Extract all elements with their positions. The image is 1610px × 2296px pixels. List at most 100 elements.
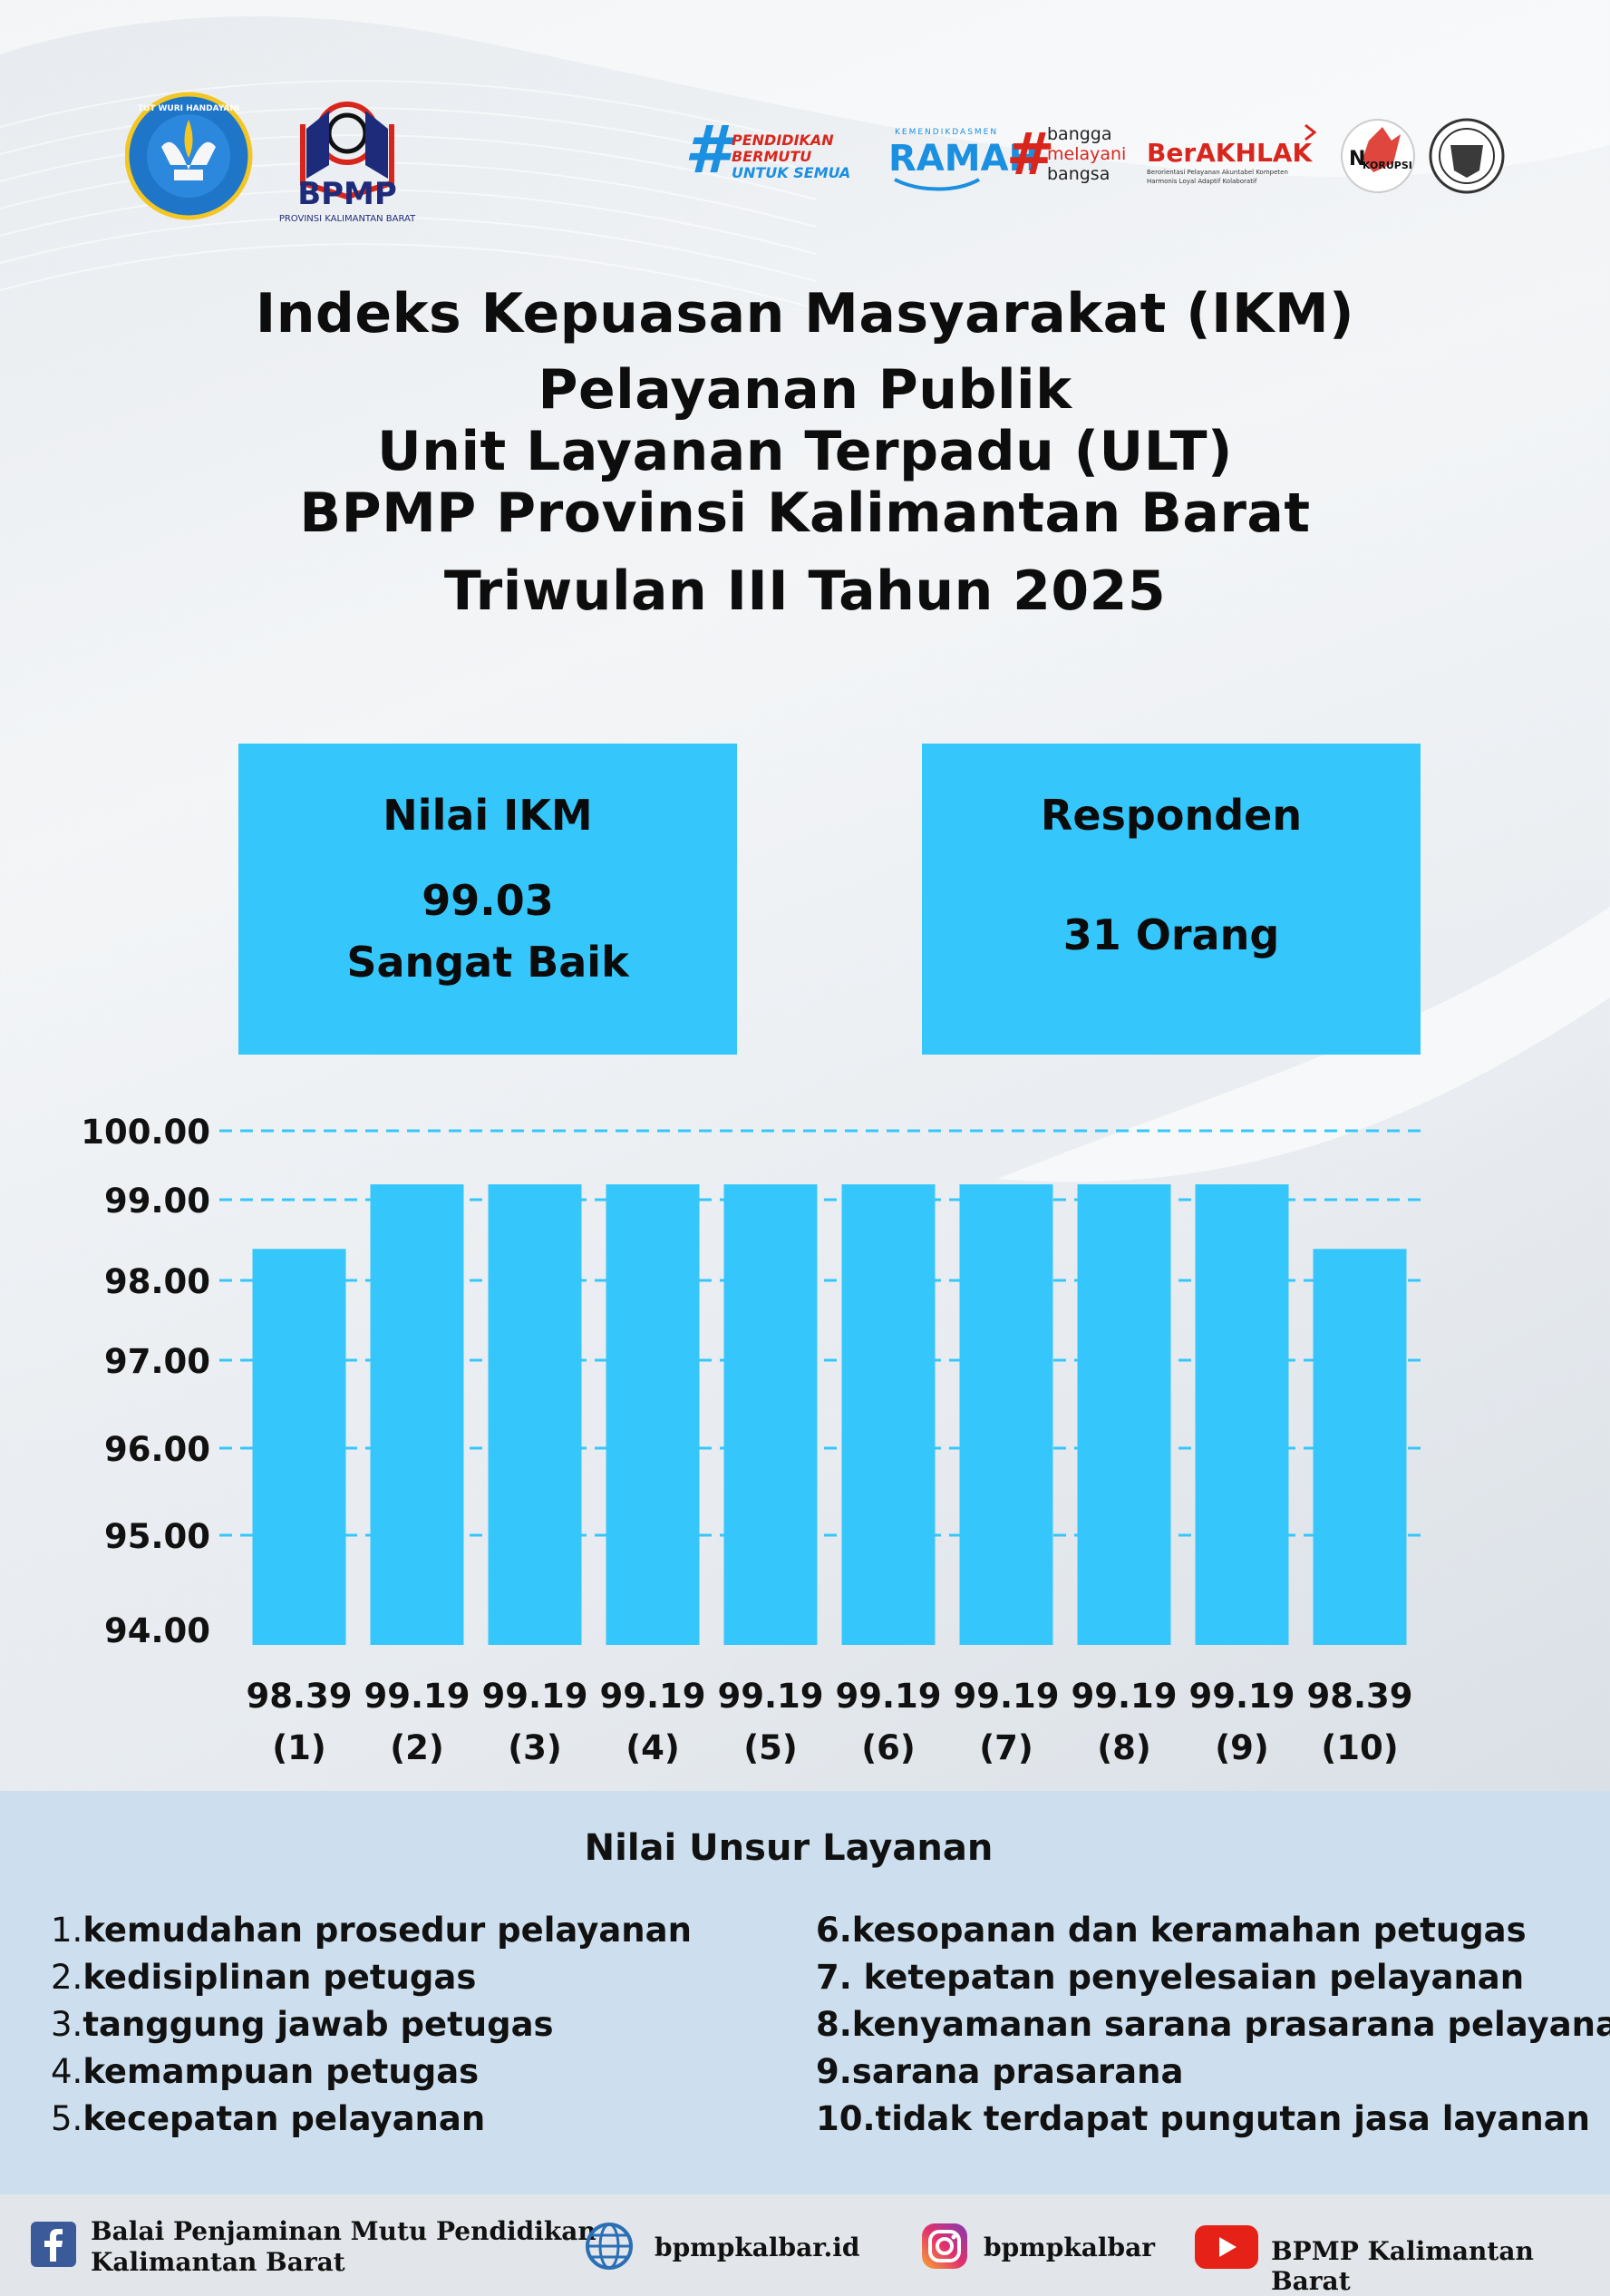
svg-text:PENDIDIKAN: PENDIDIKAN	[732, 131, 834, 149]
x-category-label: (8)	[1097, 1728, 1151, 1767]
pendidikan-bermutu-logo: # PENDIDIKAN BERMUTU UNTUK SEMUA	[684, 112, 850, 188]
facebook-name-line2[interactable]: Kalimantan Barat	[91, 2247, 345, 2277]
legend-item: 6.kesopanan dan keramahan petugas	[816, 1911, 1527, 1950]
svg-text:KORUPSI: KORUPSI	[1363, 160, 1412, 171]
legend-item: 4.kemampuan petugas	[51, 2052, 480, 2091]
y-tick-label: 96.00	[104, 1430, 210, 1469]
svg-text:BerAKHLAK: BerAKHLAK	[1147, 138, 1313, 168]
bar	[252, 1249, 346, 1645]
x-category-label: (1)	[272, 1728, 326, 1767]
berakhlak-logo: BerAKHLAK Berorientasi Pelayanan Akuntab…	[1147, 123, 1317, 185]
instagram-icon[interactable]	[920, 2222, 969, 2271]
bar	[606, 1184, 700, 1645]
bar-value-label: 99.19	[717, 1677, 823, 1716]
y-tick-label: 94.00	[104, 1611, 210, 1650]
x-category-label: (3)	[508, 1728, 562, 1767]
respondent-value: 31 Orang	[1062, 910, 1280, 959]
bar-value-label: 99.19	[1071, 1677, 1177, 1716]
bar-value-label: 99.19	[481, 1677, 587, 1716]
x-category-label: (7)	[979, 1728, 1033, 1767]
bar-value-label: 99.19	[1188, 1677, 1295, 1716]
bangga-melayani-bangsa-logo: # bangga melayani bangsa	[1006, 122, 1126, 189]
title-line-2: Pelayanan Publik	[538, 358, 1072, 422]
bar-value-label: 99.19	[953, 1677, 1059, 1716]
globe-icon[interactable]	[585, 2222, 634, 2271]
respondent-card: Responden 31 Orang	[922, 744, 1421, 1055]
website-link[interactable]: bpmpkalbar.id	[655, 2233, 860, 2262]
x-category-label: (9)	[1215, 1728, 1269, 1767]
emblem-logo	[1429, 118, 1505, 194]
svg-text:KEMENDIKDASMEN: KEMENDIKDASMEN	[895, 128, 998, 137]
x-category-label: (6)	[861, 1728, 916, 1767]
legend-item: 9.sarana prasarana	[816, 2052, 1184, 2091]
bar	[723, 1184, 818, 1645]
bpmp-logo: BPMP PROVINSI KALIMANTAN BARAT	[279, 102, 416, 224]
footer: Balai Penjaminan Mutu Pendidikan Kaliman…	[0, 2194, 1610, 2296]
svg-text:Harmonis Loyal Adaptif Kolabor: Harmonis Loyal Adaptif Kolaboratif	[1147, 178, 1257, 185]
svg-text:melayani: melayani	[1047, 144, 1126, 164]
facebook-icon[interactable]	[31, 2222, 76, 2267]
svg-text:Berorientasi Pelayanan Akuntab: Berorientasi Pelayanan Akuntabel Kompete…	[1147, 169, 1288, 176]
legend-title: Nilai Unsur Layanan	[584, 1827, 994, 1869]
svg-text:UNTUK SEMUA: UNTUK SEMUA	[732, 164, 850, 181]
title-line-3: Unit Layanan Terpadu (ULT)	[377, 420, 1233, 483]
x-category-label: (2)	[390, 1728, 444, 1767]
bar-value-label: 99.19	[835, 1677, 941, 1716]
svg-text:#: #	[684, 112, 736, 188]
youtube-channel[interactable]: BPMP Kalimantan Barat	[1271, 2236, 1534, 2296]
ikm-score-card: Nilai IKM 99.03 Sangat Baik	[238, 744, 737, 1055]
bar	[1195, 1184, 1289, 1645]
svg-text:TUT WURI HANDAYANI: TUT WURI HANDAYANI	[138, 104, 239, 113]
legend-item: 5.kecepatan pelayanan	[51, 2099, 486, 2138]
bar	[1313, 1249, 1407, 1645]
ikm-category: Sangat Baik	[346, 938, 629, 987]
x-category-label: (10)	[1321, 1728, 1398, 1767]
campaign-logos: # PENDIDIKAN BERMUTU UNTUK SEMUA KEMENDI…	[684, 112, 1505, 194]
service-elements-legend: Nilai Unsur Layanan 1.kemudahan prosedur…	[0, 1791, 1610, 2194]
svg-text:PROVINSI KALIMANTAN BARAT: PROVINSI KALIMANTAN BARAT	[279, 214, 416, 224]
bar	[488, 1184, 582, 1645]
title-line-5: Triwulan III Tahun 2025	[443, 559, 1167, 623]
bar	[1077, 1184, 1171, 1645]
legend-item: 8.kenyamanan sarana prasarana pelayanan	[816, 2005, 1610, 2044]
title-block: Indeks Kepuasan Masyarakat (IKM) Pelayan…	[0, 272, 1610, 633]
y-tick-label: 95.00	[104, 1517, 210, 1556]
legend-item: 1.kemudahan prosedur pelayanan	[51, 1911, 692, 1950]
legend-column-left: 1.kemudahan prosedur pelayanan 2.kedisip…	[51, 1907, 692, 2143]
legend-item: 7. ketepatan penyelesaian pelayanan	[816, 1958, 1525, 1997]
legend-column-right: 6.kesopanan dan keramahan petugas 7. ket…	[816, 1907, 1610, 2143]
svg-text:RAMAH: RAMAH	[888, 138, 1039, 180]
tut-wuri-handayani-logo: TUT WURI HANDAYANI	[125, 92, 253, 220]
no-korupsi-logo: N KORUPSI	[1341, 119, 1415, 193]
ikm-value: 99.03	[422, 876, 554, 925]
bar	[370, 1184, 464, 1645]
bar-value-label: 99.19	[364, 1677, 470, 1716]
bar-value-label: 98.39	[246, 1677, 352, 1716]
svg-text:N: N	[1349, 148, 1365, 170]
facebook-name-line1[interactable]: Balai Penjaminan Mutu Pendidikan	[91, 2216, 596, 2246]
legend-item: 2.kedisiplinan petugas	[51, 1958, 477, 1997]
legend-item: 10.tidak terdapat pungutan jasa layanan	[816, 2099, 1590, 2138]
svg-text:bangsa: bangsa	[1047, 164, 1110, 184]
service-score-bar-chart: 100.00 99.00 98.00 97.00 96.00 95.00 94.00 98.3…	[81, 1113, 1421, 1767]
svg-text:bangga: bangga	[1047, 124, 1112, 144]
y-tick-label: 97.00	[104, 1342, 210, 1381]
bar	[959, 1184, 1053, 1645]
title-line-4: BPMP Provinsi Kalimantan Barat	[299, 482, 1311, 545]
x-category-label: (5)	[743, 1728, 798, 1767]
youtube-icon[interactable]	[1195, 2225, 1258, 2269]
ikm-label: Nilai IKM	[383, 791, 593, 840]
svg-text:#: #	[1006, 122, 1055, 189]
respondent-label: Responden	[1040, 791, 1303, 840]
bar	[841, 1184, 936, 1645]
y-tick-label: 99.00	[104, 1182, 210, 1221]
instagram-handle[interactable]: bpmpkalbar	[984, 2233, 1156, 2262]
svg-text:BPMP: BPMP	[297, 176, 397, 212]
institution-logos: TUT WURI HANDAYANI BPMP PROVINSI KALIMAN…	[125, 92, 416, 224]
y-tick-label: 100.00	[81, 1113, 210, 1152]
svg-text:BERMUTU: BERMUTU	[732, 148, 811, 165]
y-tick-label: 98.00	[104, 1262, 210, 1301]
legend-item: 3.tanggung jawab petugas	[51, 2005, 554, 2044]
bar-value-label: 98.39	[1306, 1677, 1412, 1716]
ramah-logo: KEMENDIKDASMEN RAMAH	[888, 128, 1039, 191]
